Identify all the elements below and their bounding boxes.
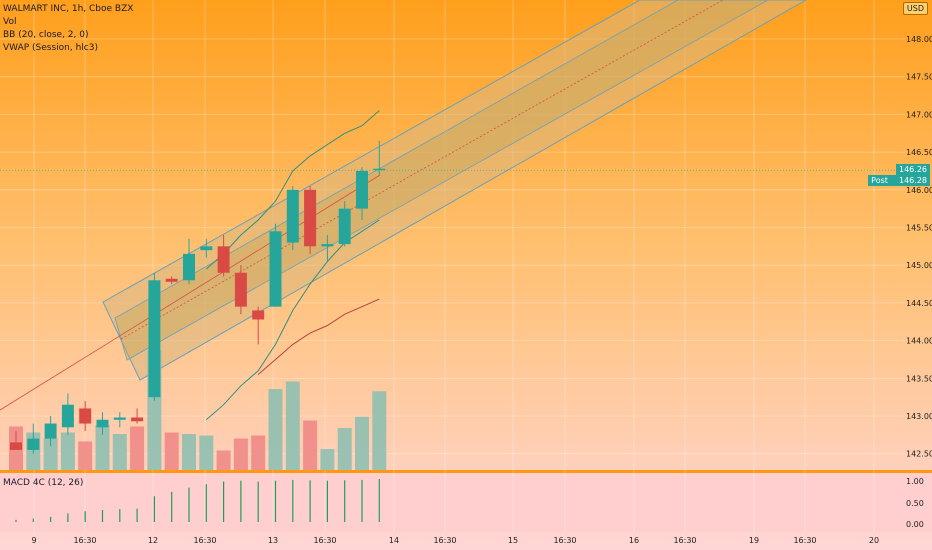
vwap-line: [257, 298, 380, 375]
candle-body: [338, 208, 351, 245]
trend-line: [0, 174, 381, 411]
candle-body: [10, 442, 22, 450]
macd-histogram: [15, 479, 380, 522]
candle-body: [200, 246, 213, 251]
candle-body: [96, 419, 109, 428]
time-tick-label: 13: [268, 536, 278, 545]
volume-bar: [372, 391, 387, 470]
post-label: Post: [871, 175, 888, 185]
candle-body: [286, 189, 299, 243]
channel-midline: [120, 0, 724, 340]
volume-bar: [320, 449, 335, 470]
time-axis[interactable]: 9 16:30 12 16:30 13 16:30 14 16:30 15 16:30 16 16:3…: [31, 536, 879, 545]
macd-tick-label: 0.50: [906, 499, 924, 508]
volume-bar: [130, 426, 145, 470]
time-tick-label: 16:30: [673, 536, 696, 545]
chart-legend: WALMART INC, 1h, Cboe BZX Vol BB (20, cl…: [3, 3, 133, 55]
candle-body: [217, 246, 230, 273]
currency-badge[interactable]: USD: [902, 2, 928, 15]
price-tick-label: 145.50: [906, 224, 932, 233]
vwap-legend[interactable]: VWAP (Session, hlc3): [3, 43, 98, 53]
time-tick-label: 20: [869, 536, 879, 545]
volume-bar: [112, 434, 127, 470]
volume-legend[interactable]: Vol: [3, 17, 17, 27]
candle-body: [165, 278, 178, 282]
panel-separator[interactable]: [0, 470, 932, 473]
time-tick-label: 16: [629, 536, 639, 545]
time-tick-label: 15: [508, 536, 518, 545]
candle-body: [304, 189, 317, 247]
volume-bar: [216, 450, 231, 470]
price-tick-label: 145.00: [906, 261, 932, 270]
post-market-tag: Post 146.28: [868, 174, 930, 186]
bb-upper-line: [205, 110, 380, 270]
volume-bar: [268, 389, 283, 470]
volume-bar: [251, 435, 266, 470]
macd-legend[interactable]: MACD 4C (12, 26): [3, 478, 84, 488]
candle-body: [252, 310, 265, 320]
price-tick-label: 146.00: [906, 186, 932, 195]
candle-body: [373, 168, 386, 171]
price-tick-label: 143.50: [906, 374, 932, 383]
volume-bar: [164, 432, 179, 470]
time-tick-label: 16:30: [433, 536, 456, 545]
time-tick-label: 16:30: [73, 536, 96, 545]
candle-body: [148, 280, 161, 398]
candle-body: [44, 423, 57, 439]
volume-bar: [60, 432, 75, 470]
volume-bar: [337, 428, 352, 470]
volume-bar: [78, 441, 93, 470]
time-tick-label: 14: [389, 536, 399, 545]
price-tick-label: 148.00: [906, 35, 932, 44]
price-tick-label: 147.00: [906, 110, 932, 119]
candle-body: [113, 417, 126, 420]
price-tick-label: 144.00: [906, 337, 932, 346]
post-value: 146.28: [899, 175, 927, 185]
macd-tick-label: 1.00: [906, 477, 924, 486]
candle-body: [183, 253, 195, 281]
bb-legend[interactable]: BB (20, close, 2, 0): [3, 30, 89, 40]
symbol-title[interactable]: WALMART INC, 1h, Cboe BZX: [3, 4, 134, 14]
candle-body: [356, 170, 368, 209]
volume-bar: [95, 425, 110, 470]
volume-bar: [285, 381, 300, 470]
price-tick-label: 147.50: [906, 73, 932, 82]
candles: [10, 140, 386, 454]
volume-bar: [233, 438, 248, 470]
price-tick-label: 143.00: [906, 412, 932, 421]
candle-body: [79, 408, 92, 424]
volume-bar: [303, 420, 318, 470]
price-tick-label: 142.50: [906, 450, 932, 459]
time-tick-label: 16:30: [553, 536, 576, 545]
volume-bar: [182, 434, 196, 470]
macd-axis[interactable]: 1.00 0.50 0.00: [906, 477, 924, 529]
time-tick-label: 19: [749, 536, 759, 545]
macd-panel-background: [0, 472, 932, 532]
time-tick-label: 16:30: [793, 536, 816, 545]
time-tick-label: 16:30: [313, 536, 336, 545]
candle-body: [269, 231, 282, 307]
candle-body: [321, 244, 334, 247]
price-tick-label: 144.50: [906, 299, 932, 308]
price-tick-label: 146.50: [906, 148, 932, 157]
candle-body: [131, 417, 144, 422]
time-tick-label: 12: [148, 536, 158, 545]
volume-bar: [43, 438, 58, 470]
volume-bar: [199, 435, 214, 470]
time-tick-label: 9: [31, 536, 36, 545]
time-tick-label: 16:30: [193, 536, 216, 545]
price-axis[interactable]: 148.00 147.50 147.00 146.50 146.00 145.50 145.…: [906, 35, 932, 459]
candle-body: [234, 272, 247, 307]
candle-body: [27, 438, 40, 450]
volume-bar: [355, 416, 369, 470]
candle-body: [61, 404, 74, 428]
last-price-tag: 146.26: [896, 164, 930, 176]
macd-tick-label: 0.00: [906, 520, 924, 529]
volume-bars: [9, 350, 387, 470]
